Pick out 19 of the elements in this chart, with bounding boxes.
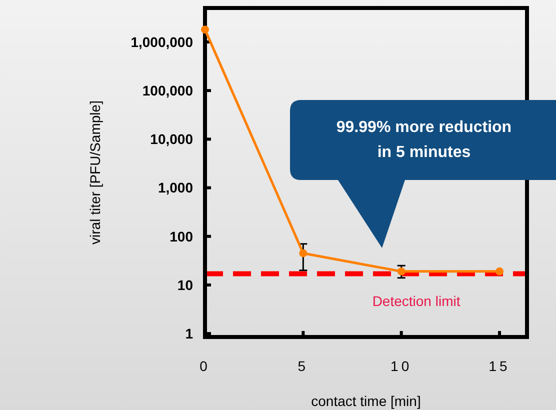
point xyxy=(496,267,504,276)
x-axis-title: contact time [min] xyxy=(311,393,421,409)
annotation: 99.99% more reduction in 5 minutes xyxy=(336,119,512,161)
point xyxy=(201,26,209,34)
point xyxy=(397,267,406,276)
x-tick-label: 5 xyxy=(298,358,309,374)
y-tick-label: 100 xyxy=(170,228,194,244)
x-tick-label: 15 xyxy=(488,358,510,374)
x-tick-label: 0 xyxy=(200,358,210,374)
y-tick-label: 100,000 xyxy=(142,82,194,98)
y-tick-label: 1 xyxy=(185,325,194,342)
y-tick-label: 1,000,000 xyxy=(130,34,194,50)
y-tick-label: 1,000 xyxy=(158,180,194,196)
y-tick-label: 10 xyxy=(177,276,194,293)
y-tick-label: 10,000 xyxy=(150,131,194,148)
x-tick-label: 10 xyxy=(390,358,412,374)
point xyxy=(299,249,308,258)
ref-line-label: Detection limit xyxy=(372,292,460,309)
y-axis-title: viral titer [PFU/Sample] xyxy=(87,100,103,244)
